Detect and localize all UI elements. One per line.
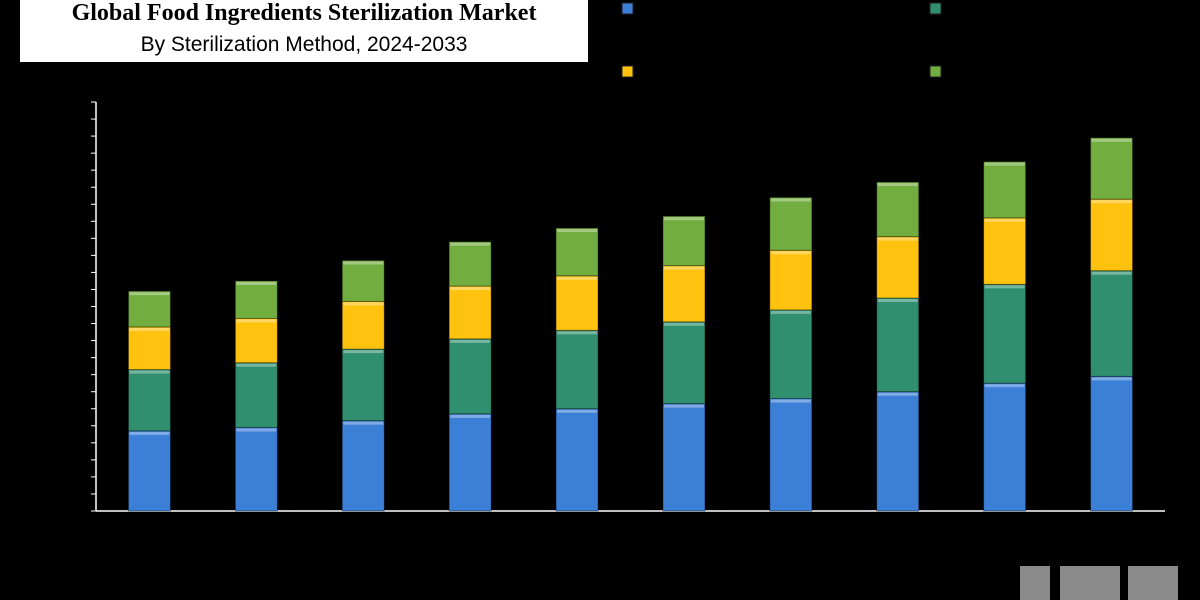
bar-highlight [450, 339, 491, 343]
bar-highlight [343, 350, 384, 354]
bar-highlight [770, 251, 811, 255]
bar-segment [983, 382, 1027, 512]
legend-marker [621, 2, 634, 15]
bar-segment [555, 408, 599, 512]
bar-segment [876, 391, 920, 512]
bar-segment [127, 290, 171, 328]
bar-highlight [236, 319, 277, 323]
bar-highlight [1091, 200, 1132, 204]
bar-segment [555, 275, 599, 331]
bar-segment [1090, 137, 1134, 200]
bar-highlight [343, 302, 384, 306]
legend-marker [621, 65, 634, 78]
bar-highlight [663, 322, 704, 326]
logo [1020, 566, 1178, 600]
bar-highlight [236, 363, 277, 367]
chart-title: Global Food Ingredients Sterilization Ma… [72, 0, 537, 26]
bar-segment [662, 265, 706, 323]
bar-segment [769, 309, 813, 400]
bar-segment [876, 297, 920, 393]
bar-highlight [343, 421, 384, 425]
bar-highlight [450, 242, 491, 246]
bar-highlight [770, 198, 811, 202]
bar-segment [448, 338, 492, 415]
bar-highlight [663, 217, 704, 221]
bar-segment [876, 236, 920, 299]
bar-segment [876, 181, 920, 238]
bar-segment [662, 215, 706, 267]
bar-segment [662, 321, 706, 405]
bar-segment [769, 398, 813, 512]
bar-segment [983, 217, 1027, 285]
bar-highlight [236, 281, 277, 285]
bar-highlight [770, 310, 811, 314]
bar-highlight [877, 183, 918, 187]
bar-segment [341, 420, 385, 512]
chart-subtitle: By Sterilization Method, 2024-2033 [141, 33, 468, 56]
bar-segment [341, 259, 385, 302]
bar-highlight [877, 298, 918, 302]
bar-highlight [557, 276, 598, 280]
bar-segment [1090, 198, 1134, 272]
bar-highlight [1091, 271, 1132, 275]
bar-highlight [129, 327, 170, 331]
bar-segment [234, 280, 278, 319]
title-box [20, 0, 588, 62]
bar-segment [234, 317, 278, 364]
bar-segment [769, 249, 813, 311]
bar-highlight [557, 229, 598, 233]
bar-segment [341, 348, 385, 422]
bar-segment [555, 227, 599, 277]
bar-segment [769, 196, 813, 251]
bar-segment [234, 362, 278, 428]
bar-segment [127, 430, 171, 512]
bar-highlight [236, 428, 277, 432]
bar-segment [127, 369, 171, 432]
bar-highlight [770, 399, 811, 403]
bar-highlight [129, 292, 170, 296]
legend-marker [929, 2, 942, 15]
bar-highlight [557, 331, 598, 335]
bar-highlight [877, 237, 918, 241]
bar-highlight [129, 370, 170, 374]
bar-highlight [984, 218, 1025, 222]
bar-segment [127, 326, 171, 371]
bar-segment [341, 300, 385, 350]
bar-highlight [663, 266, 704, 270]
bar-segment [983, 283, 1027, 384]
bar-segment [662, 403, 706, 512]
bar-highlight [1091, 377, 1132, 381]
bar-highlight [129, 431, 170, 435]
bar-segment [555, 329, 599, 410]
bar-segment [448, 285, 492, 340]
bar-segment [448, 413, 492, 512]
bar-highlight [663, 404, 704, 408]
bar-segment [448, 241, 492, 287]
bar-highlight [984, 285, 1025, 289]
bar-segment [234, 426, 278, 512]
bar-highlight [984, 384, 1025, 388]
bar-highlight [877, 392, 918, 396]
bar-highlight [450, 287, 491, 291]
legend-marker [929, 65, 942, 78]
bar-segment [983, 161, 1027, 219]
bar-highlight [557, 409, 598, 413]
bar-segment [1090, 270, 1134, 377]
bar-segment [1090, 375, 1134, 512]
bar-highlight [450, 414, 491, 418]
bar-highlight [343, 261, 384, 265]
bar-highlight [1091, 138, 1132, 142]
bar-highlight [984, 162, 1025, 166]
